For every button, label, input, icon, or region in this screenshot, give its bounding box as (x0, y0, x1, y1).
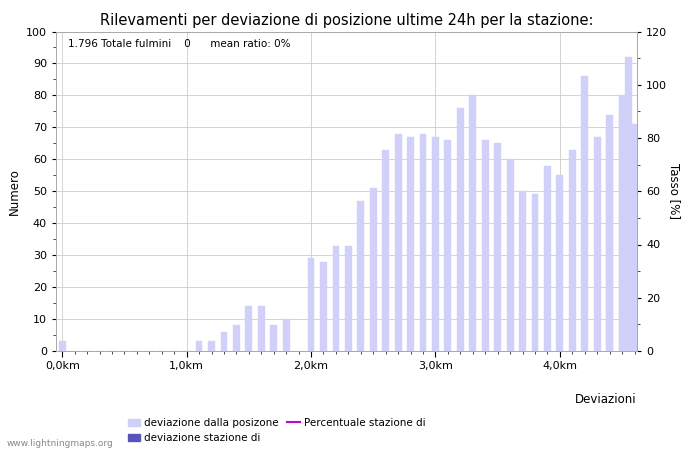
Bar (531, 194, 538, 351)
Bar (631, 124, 638, 351)
Bar (444, 140, 452, 351)
Bar (482, 140, 489, 351)
Bar (470, 95, 476, 351)
Text: Deviazioni: Deviazioni (575, 392, 637, 405)
Bar (494, 143, 501, 351)
Text: www.lightningmaps.org: www.lightningmaps.org (7, 439, 113, 448)
Bar (208, 342, 215, 351)
Bar (544, 166, 551, 351)
Y-axis label: Numero: Numero (8, 168, 20, 215)
Bar (270, 325, 277, 351)
Bar (332, 246, 340, 351)
Bar (619, 95, 626, 351)
Bar (407, 137, 414, 351)
Title: Rilevamenti per deviazione di posizione ultime 24h per la stazione:: Rilevamenti per deviazione di posizione … (99, 13, 594, 27)
Bar (556, 175, 564, 351)
Bar (432, 137, 439, 351)
Bar (320, 261, 327, 351)
Bar (382, 150, 389, 351)
Bar (507, 159, 514, 351)
Bar (307, 258, 314, 351)
Bar (345, 246, 352, 351)
Bar (519, 191, 526, 351)
Bar (594, 137, 601, 351)
Bar (258, 306, 265, 351)
Bar (395, 134, 402, 351)
Bar (625, 57, 631, 351)
Bar (457, 108, 464, 351)
Bar (581, 76, 588, 351)
Bar (370, 188, 377, 351)
Text: 1.796 Totale fulmini    0      mean ratio: 0%: 1.796 Totale fulmini 0 mean ratio: 0% (68, 40, 290, 50)
Bar (196, 342, 202, 351)
Legend: deviazione dalla posizone, deviazione stazione di, Percentuale stazione di: deviazione dalla posizone, deviazione st… (124, 414, 430, 447)
Bar (619, 115, 626, 351)
Bar (246, 306, 252, 351)
Y-axis label: Tasso [%]: Tasso [%] (668, 163, 681, 219)
Bar (606, 127, 613, 351)
Bar (358, 201, 364, 351)
Bar (606, 115, 613, 351)
Bar (233, 325, 240, 351)
Bar (569, 150, 575, 351)
Bar (220, 332, 228, 351)
Bar (59, 342, 66, 351)
Bar (419, 134, 426, 351)
Bar (283, 319, 290, 351)
